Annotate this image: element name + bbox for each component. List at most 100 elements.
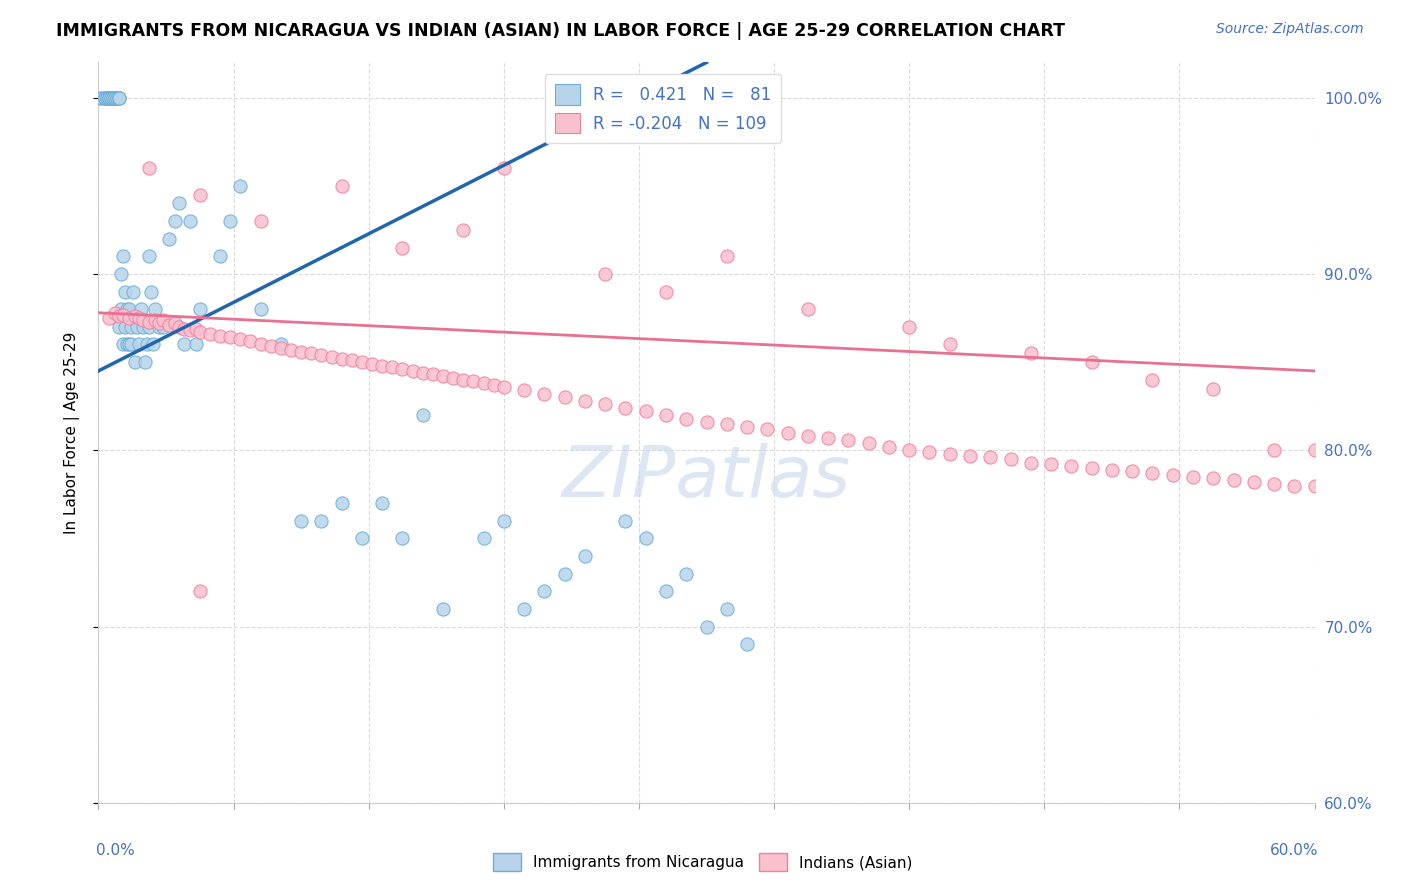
Point bbox=[249, 337, 271, 351]
Point bbox=[188, 325, 211, 339]
Point bbox=[165, 316, 187, 330]
Point bbox=[463, 375, 485, 389]
Point bbox=[198, 326, 221, 341]
Point bbox=[877, 440, 900, 454]
Point bbox=[361, 357, 384, 371]
Point bbox=[412, 366, 434, 380]
Point bbox=[93, 91, 115, 105]
Point bbox=[143, 302, 166, 317]
Text: IMMIGRANTS FROM NICARAGUA VS INDIAN (ASIAN) IN LABOR FORCE | AGE 25-29 CORRELATI: IMMIGRANTS FROM NICARAGUA VS INDIAN (ASI… bbox=[56, 22, 1066, 40]
Point bbox=[554, 390, 576, 404]
Point bbox=[115, 302, 138, 317]
Point bbox=[129, 302, 152, 317]
Point bbox=[1080, 355, 1102, 369]
Point bbox=[104, 306, 127, 320]
Point bbox=[142, 337, 165, 351]
Point bbox=[817, 431, 839, 445]
Point bbox=[173, 321, 195, 335]
Point bbox=[184, 337, 207, 351]
Point bbox=[299, 346, 322, 360]
Point bbox=[125, 319, 148, 334]
Point bbox=[716, 249, 738, 263]
Point bbox=[492, 514, 515, 528]
Point bbox=[453, 373, 475, 387]
Point bbox=[97, 91, 120, 105]
Point bbox=[209, 328, 232, 343]
Point bbox=[157, 318, 180, 332]
Point bbox=[249, 302, 271, 317]
Point bbox=[311, 514, 333, 528]
Point bbox=[412, 408, 434, 422]
Point bbox=[492, 380, 515, 394]
Point bbox=[169, 319, 191, 334]
Point bbox=[1142, 373, 1164, 387]
Point bbox=[114, 285, 136, 299]
Point bbox=[614, 514, 637, 528]
Point bbox=[696, 415, 718, 429]
Point bbox=[118, 302, 141, 317]
Text: Source: ZipAtlas.com: Source: ZipAtlas.com bbox=[1216, 22, 1364, 37]
Point bbox=[138, 161, 160, 176]
Point bbox=[118, 311, 141, 326]
Point bbox=[132, 319, 155, 334]
Point bbox=[858, 436, 880, 450]
Point bbox=[1142, 466, 1164, 480]
Point bbox=[89, 91, 111, 105]
Point bbox=[472, 532, 495, 546]
Point bbox=[1263, 476, 1285, 491]
Point bbox=[797, 302, 820, 317]
Point bbox=[391, 532, 413, 546]
Point bbox=[492, 161, 515, 176]
Point bbox=[270, 337, 292, 351]
Point bbox=[111, 337, 134, 351]
Point bbox=[97, 311, 120, 326]
Point bbox=[350, 532, 373, 546]
Point bbox=[1222, 473, 1244, 487]
Point bbox=[290, 514, 312, 528]
Text: ZIPatlas: ZIPatlas bbox=[562, 442, 851, 511]
Point bbox=[391, 362, 413, 376]
Point bbox=[93, 91, 115, 105]
Point bbox=[120, 319, 142, 334]
Point bbox=[110, 302, 132, 317]
Point bbox=[91, 91, 114, 105]
Point bbox=[371, 496, 394, 510]
Point bbox=[593, 397, 616, 411]
Point bbox=[1161, 467, 1184, 482]
Point bbox=[107, 310, 129, 324]
Point bbox=[107, 91, 129, 105]
Point bbox=[138, 249, 160, 263]
Point bbox=[381, 360, 404, 375]
Point bbox=[1019, 456, 1042, 470]
Point bbox=[1080, 461, 1102, 475]
Point bbox=[482, 378, 505, 392]
Point bbox=[979, 450, 1001, 465]
Point bbox=[1060, 459, 1083, 474]
Point bbox=[134, 355, 156, 369]
Point bbox=[634, 404, 657, 418]
Point bbox=[1202, 382, 1225, 396]
Point bbox=[453, 223, 475, 237]
Point bbox=[188, 302, 211, 317]
Point bbox=[136, 337, 159, 351]
Text: 60.0%: 60.0% bbox=[1271, 843, 1319, 858]
Point bbox=[188, 584, 211, 599]
Point bbox=[179, 214, 201, 228]
Point bbox=[105, 91, 128, 105]
Point bbox=[173, 337, 195, 351]
Point bbox=[139, 285, 162, 299]
Point bbox=[1263, 443, 1285, 458]
Point bbox=[1101, 462, 1123, 476]
Point bbox=[716, 602, 738, 616]
Point bbox=[104, 91, 127, 105]
Point bbox=[1284, 478, 1306, 492]
Point bbox=[1121, 464, 1143, 478]
Point bbox=[321, 350, 343, 364]
Point bbox=[533, 584, 555, 599]
Legend: Immigrants from Nicaragua, Indians (Asian): Immigrants from Nicaragua, Indians (Asia… bbox=[488, 847, 918, 877]
Point bbox=[124, 355, 146, 369]
Point bbox=[128, 311, 150, 326]
Point bbox=[122, 285, 145, 299]
Point bbox=[371, 359, 394, 373]
Point bbox=[138, 315, 160, 329]
